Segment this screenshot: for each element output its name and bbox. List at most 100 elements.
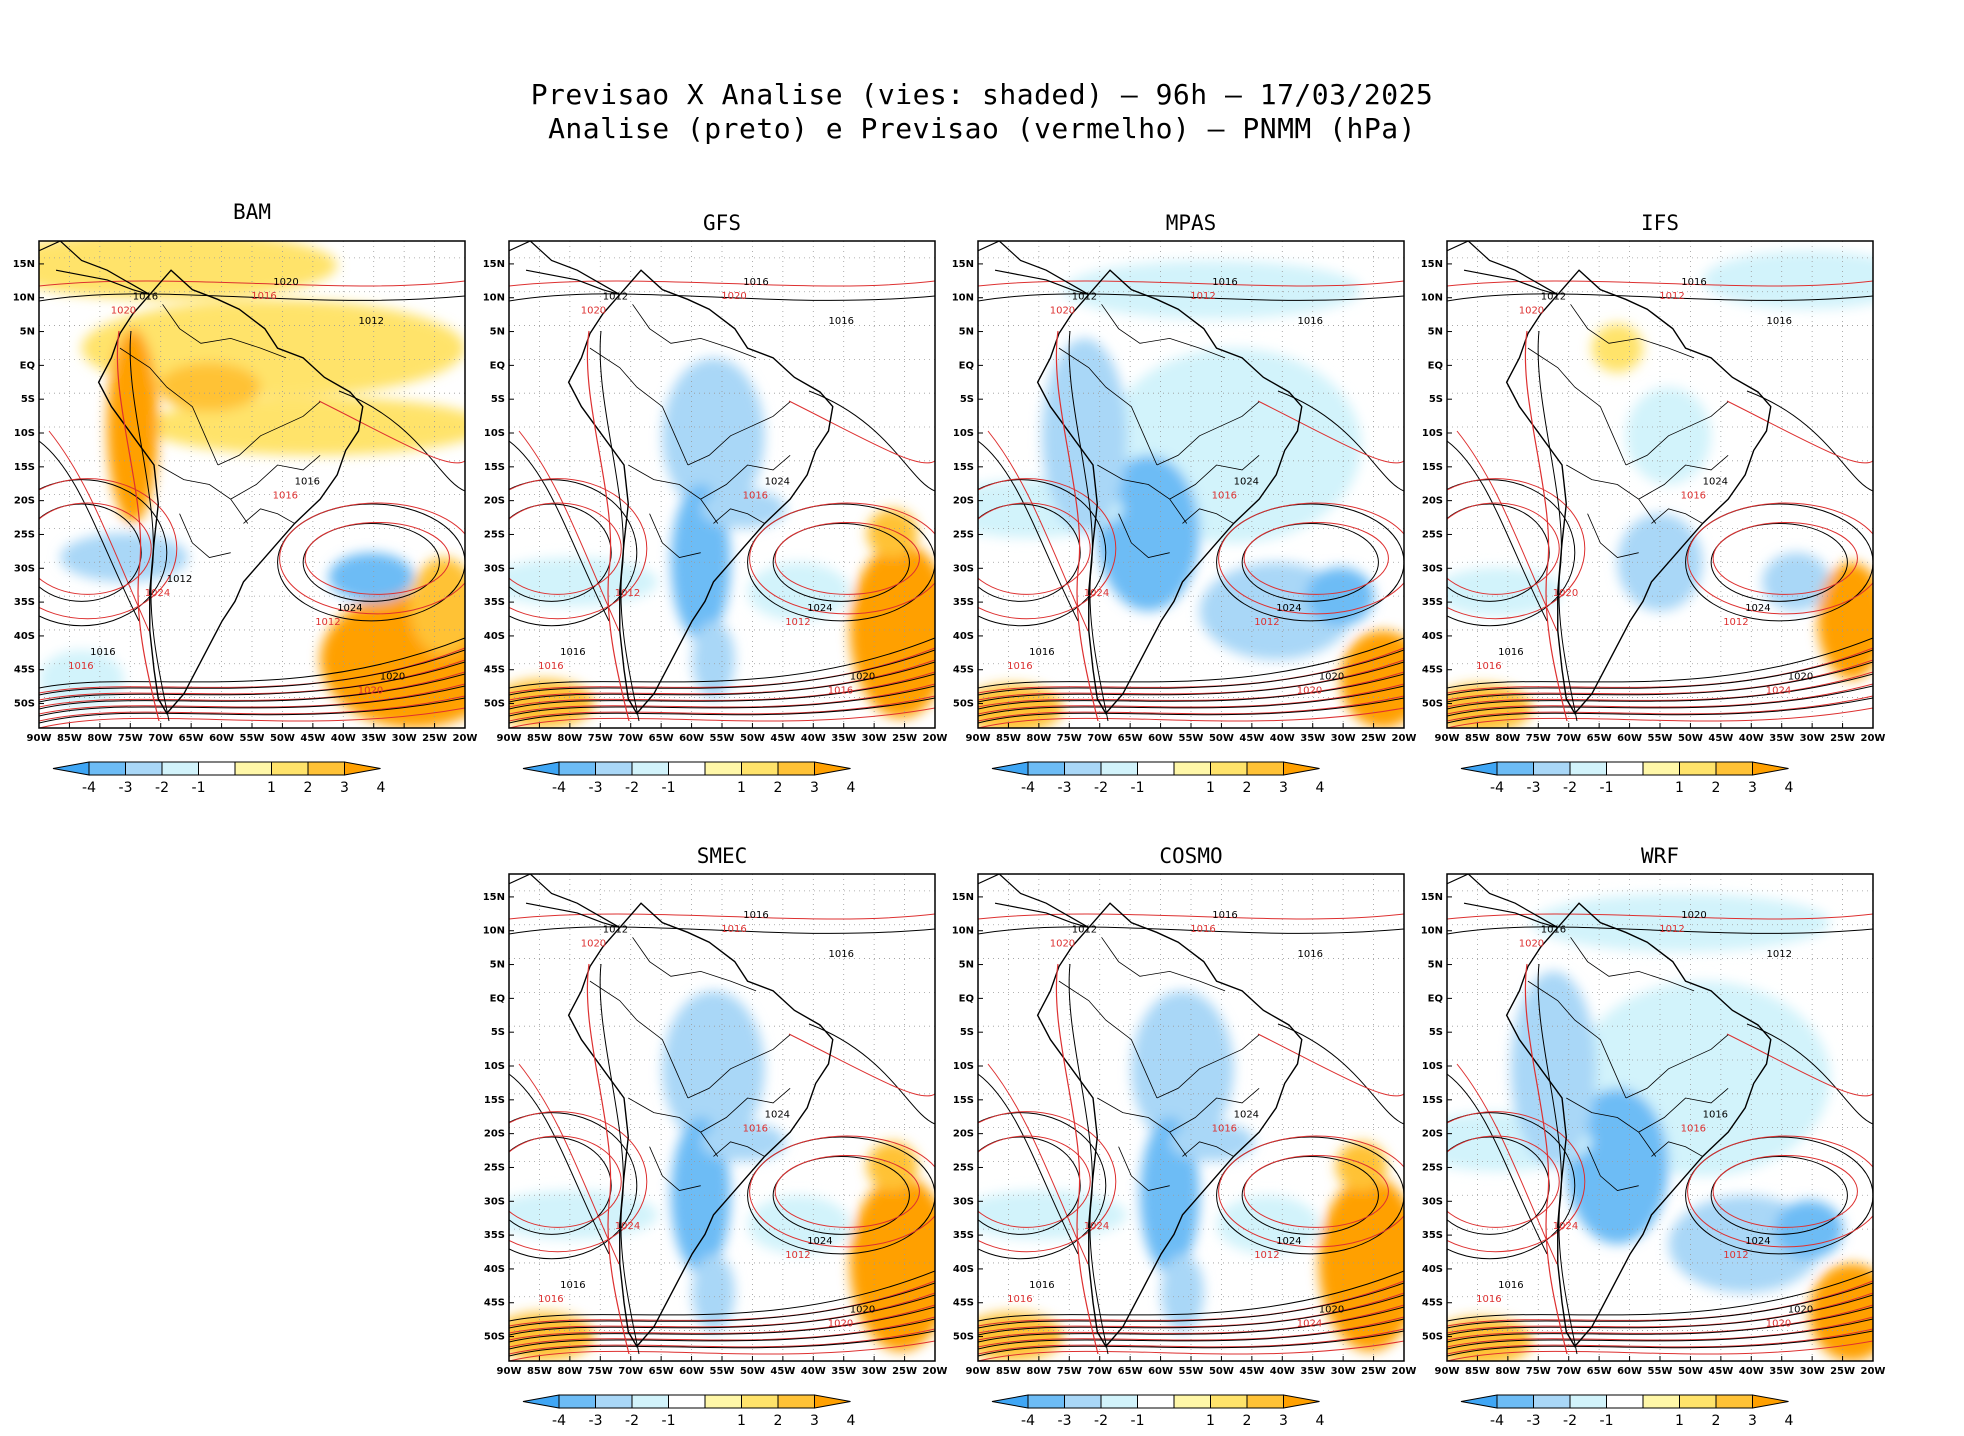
lat-label: 10S (484, 1061, 505, 1072)
bias-area (1591, 323, 1643, 373)
colorbar: -4 -3 -2 -1 1 2 3 4 (1460, 1394, 1794, 1429)
panel-bam: BAM1020101610121016102410161020101210161… (13, 200, 478, 796)
isobar-label-analysis: 1016 (1029, 647, 1054, 658)
country-border (1625, 1034, 1729, 1099)
isobar-line (978, 673, 1404, 710)
isobar-line (1746, 390, 1873, 492)
isobar-label-forecast: 1020 (828, 1318, 853, 1329)
colorbar-arrow-low (1460, 761, 1498, 776)
colorbar-cell (307, 761, 345, 776)
isobar-label-forecast: 1012 (1254, 617, 1279, 628)
isobar-label-analysis: 1020 (1788, 1304, 1813, 1315)
country-border (1570, 304, 1695, 359)
lon-label: 75W (588, 733, 613, 744)
colorbar-cell (1027, 1394, 1065, 1409)
lat-label: 10N (483, 926, 505, 937)
colorbar-cell (1496, 1394, 1534, 1409)
andes-contour (599, 330, 640, 722)
bias-area (662, 990, 765, 1147)
colorbar-cell (1679, 1394, 1717, 1409)
country-border (589, 980, 689, 1099)
bias-area (1097, 455, 1200, 612)
lon-label: 45W (1708, 733, 1733, 744)
lon-label: 25W (1830, 1366, 1855, 1377)
colorbar-cell (198, 761, 236, 776)
lat-label: 10S (953, 1061, 974, 1072)
isobar-line (39, 683, 465, 715)
isobars (509, 913, 935, 1361)
isobar-ring (1710, 1155, 1848, 1235)
isobar-line (509, 637, 935, 689)
lon-label: 90W (1435, 733, 1460, 744)
lon-label: 75W (1057, 1366, 1082, 1377)
lat-label: 20S (14, 496, 35, 507)
isobar-label-forecast: 1016 (1190, 924, 1215, 935)
colorbar-label: -1 (1131, 780, 1145, 796)
colorbar-label: -4 (552, 1413, 566, 1429)
country-border (687, 401, 791, 466)
lon-label: 70W (1556, 1366, 1581, 1377)
colorbar-cell (668, 1394, 706, 1409)
colorbar-cell (1679, 761, 1717, 776)
lon-label: 70W (148, 733, 173, 744)
lat-label: 45S (1422, 665, 1443, 676)
coastline (978, 874, 1090, 929)
colorbar-cell (1533, 1394, 1571, 1409)
andes-contour (1068, 330, 1109, 722)
isobar-line (1257, 1033, 1404, 1097)
isobar-label-forecast: 1016 (1212, 1124, 1237, 1135)
isobar-label-analysis: 1024 (1745, 603, 1770, 614)
lat-label: EQ (490, 993, 505, 1004)
colorbar-label: -1 (192, 780, 206, 796)
isobar-label-analysis: 1016 (1029, 1280, 1054, 1291)
isobar-ring (1243, 1154, 1389, 1228)
isobar-line (1746, 1023, 1873, 1125)
bias-shading (1447, 893, 1873, 1361)
lon-label: 80W (1495, 733, 1520, 744)
lat-label: 50S (1422, 699, 1443, 710)
colorbar-label: -4 (1490, 780, 1504, 796)
isobar-ring (1447, 1111, 1586, 1253)
lat-label: 30S (14, 563, 35, 574)
isobar-ring (978, 1111, 1117, 1253)
isobar-line (509, 671, 935, 708)
isobar-label-analysis: 1020 (1681, 910, 1706, 921)
andes-contour (1068, 963, 1109, 1355)
isobar-line (509, 1292, 935, 1334)
lat-label: 30S (953, 563, 974, 574)
lat-label: 30S (1422, 563, 1443, 574)
andes-contour (586, 963, 630, 1355)
colorbar-label: 3 (1279, 1413, 1288, 1429)
map-area: 1020 1016 1012 1016 1024 1016 1020 1012 1016 1012… (39, 241, 465, 728)
isobar-label-analysis: 1016 (1498, 1280, 1523, 1291)
colorbar-cell (1606, 761, 1644, 776)
lat-label: EQ (959, 993, 974, 1004)
isobar-label-analysis: 1016 (1541, 924, 1566, 935)
isobar-ring (749, 1135, 935, 1248)
isobar-line (509, 659, 935, 701)
colorbar-cell (1210, 1394, 1248, 1409)
isobar-line (978, 671, 1404, 708)
isobar-label-forecast: 1024 (145, 588, 170, 599)
lon-label: 30W (392, 733, 417, 744)
lon-label: 20W (1861, 1366, 1886, 1377)
isobar-ring (1712, 521, 1858, 595)
isobar-label-forecast: 1012 (315, 617, 340, 628)
isobar-line (509, 649, 935, 696)
lat-label: 25S (953, 1162, 974, 1173)
lon-label: 20W (1392, 733, 1417, 744)
isobar-line (1447, 1270, 1873, 1322)
colorbar-cell (1642, 761, 1680, 776)
bias-area (107, 328, 159, 524)
country-border (649, 513, 701, 558)
isobar-line (509, 697, 935, 724)
figure-title-line1: Previsao X Analise (vies: shaded) – 96h … (531, 78, 1434, 111)
lat-label: 15N (483, 892, 505, 903)
isobar-ring (509, 503, 612, 602)
isobar-label-analysis: 1024 (1703, 477, 1728, 488)
bias-shading (509, 990, 935, 1361)
isobar-ring (39, 503, 142, 602)
lat-label: 30S (953, 1196, 974, 1207)
country-border (1625, 401, 1729, 466)
colorbar-label: 1 (267, 780, 276, 796)
